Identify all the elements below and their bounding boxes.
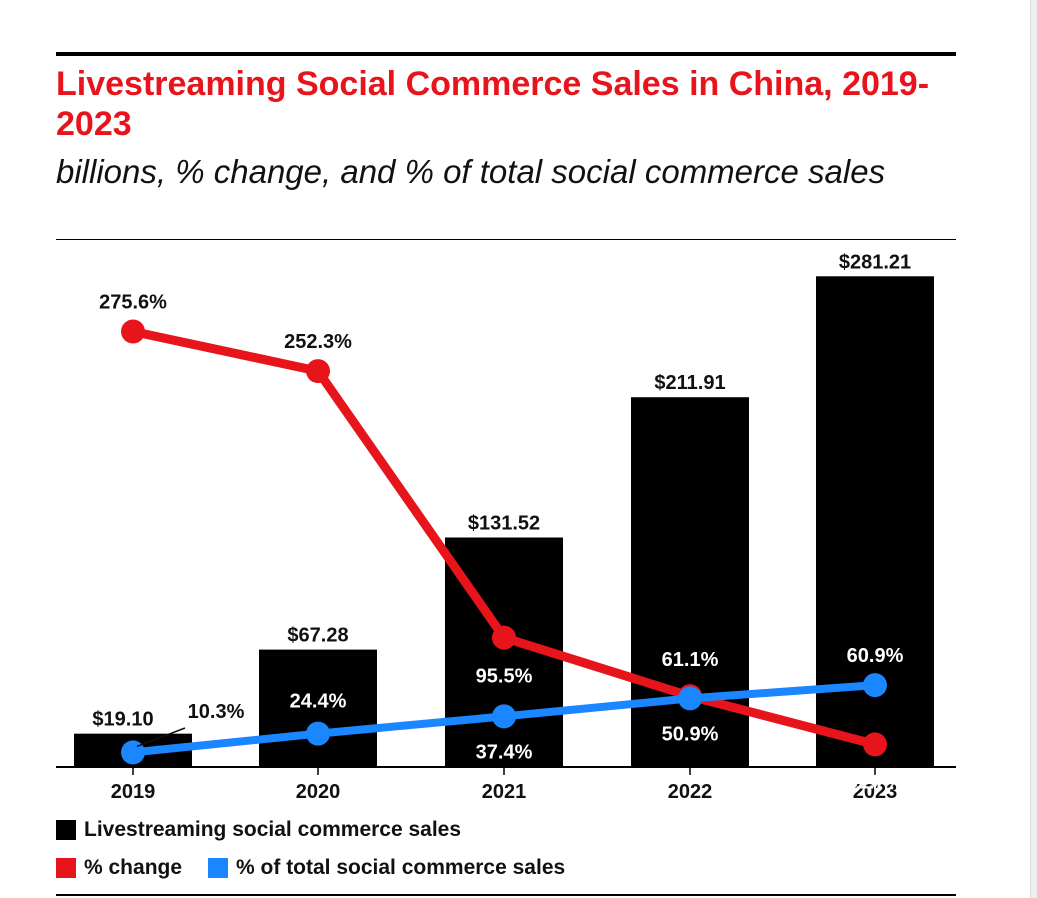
share-point-2021: [492, 704, 516, 729]
legend-label-share: % of total social commerce sales: [236, 856, 566, 879]
legend-item-change: % change: [56, 856, 182, 880]
scrollbar[interactable]: [1030, 0, 1037, 898]
header-divider: [56, 239, 956, 240]
bar-label-2019: $19.10: [92, 709, 153, 731]
share-label-leader-2019: [136, 727, 186, 748]
change-point-2020: [306, 359, 330, 384]
legend-item-share: % of total social commerce sales: [208, 856, 565, 880]
x-tick-label-2023: 2023: [853, 781, 898, 803]
share-label-2020: 24.4%: [290, 691, 347, 713]
bottom-divider: [56, 894, 956, 896]
legend-label-change: % change: [84, 856, 183, 879]
bar-label-2020: $67.28: [287, 625, 348, 647]
change-point-2021: [492, 625, 516, 650]
top-divider: [56, 52, 956, 56]
x-tick-label-2019: 2019: [111, 781, 156, 803]
change-label-2023: 32.7%: [847, 771, 904, 793]
x-tick-label-2022: 2022: [668, 781, 713, 803]
legend-swatch-share: [208, 858, 229, 878]
legend-swatch-change: [56, 858, 76, 878]
share-label-2021: 37.4%: [476, 741, 533, 763]
x-tick-label-2021: 2021: [482, 781, 527, 803]
legend-swatch-bars: [56, 820, 76, 840]
legend-label-bars: Livestreaming social commerce sales: [84, 818, 462, 841]
share-point-2020: [306, 721, 330, 746]
share-label-2019: 10.3%: [188, 701, 245, 723]
combo-chart: $19.10 $67.28 $131.52 $211.91 $281.21 2019 202…: [56, 251, 956, 803]
bar-label-2021: $131.52: [468, 512, 540, 534]
legend-item-bars: Livestreaming social commerce sales: [56, 818, 461, 842]
change-point-2023: [863, 732, 887, 757]
share-point-2023: [863, 673, 887, 698]
bar-label-2022: $211.91: [654, 372, 725, 394]
share-label-2023: 60.9%: [847, 645, 904, 667]
change-point-2019: [121, 319, 145, 344]
share-label-2022: 50.9%: [662, 723, 719, 745]
bar-2020: [259, 649, 377, 767]
bar-label-2023: $281.21: [839, 251, 911, 273]
change-label-2022: 61.1%: [662, 649, 719, 671]
x-tick-label-2020: 2020: [296, 781, 341, 803]
chart-title: Livestreaming Social Commerce Sales in C…: [56, 65, 930, 143]
legend-row-1: Livestreaming social commerce sales: [56, 818, 487, 842]
chart-subtitle: billions, % change, and % of total socia…: [56, 153, 886, 190]
share-point-2022: [678, 686, 702, 711]
change-label-2020: 252.3%: [284, 331, 352, 353]
change-label-2019: 275.6%: [99, 291, 167, 313]
change-label-2021: 95.5%: [476, 666, 533, 688]
legend-row-2: % change % of total social commerce sale…: [56, 856, 591, 880]
